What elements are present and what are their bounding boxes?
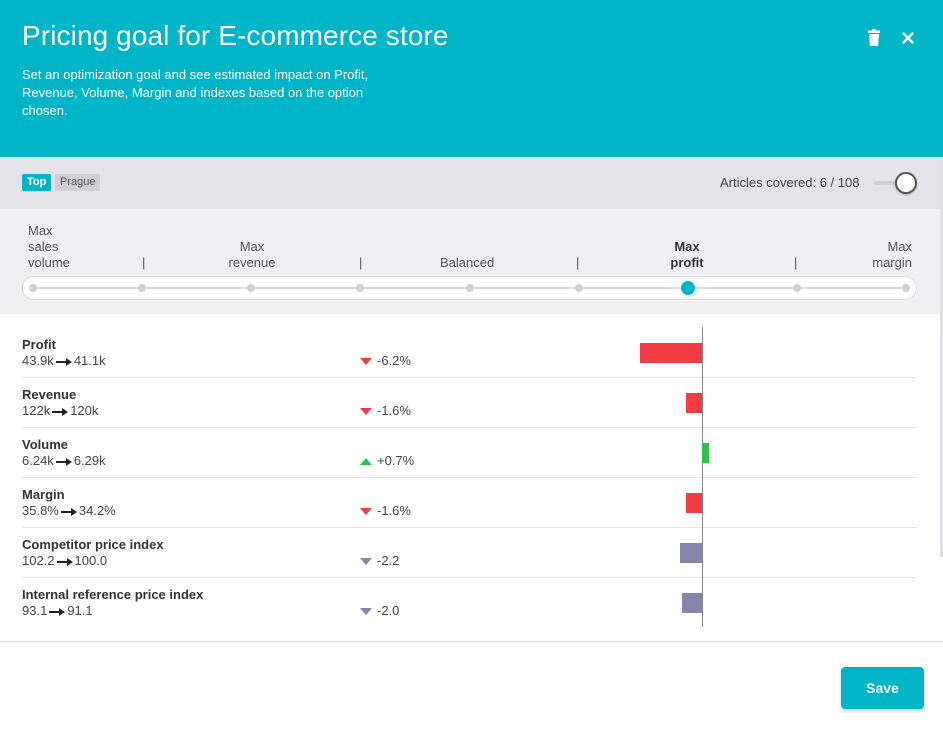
metric-from-value: 102.2 — [22, 553, 55, 568]
metric-name: Internal reference price index — [22, 587, 204, 602]
save-button[interactable]: Save — [841, 667, 924, 709]
impact-bar — [686, 493, 702, 513]
metric-row: Internal reference price index 93.1 91.1 -2… — [22, 578, 917, 628]
arrow-right-icon — [60, 507, 77, 516]
metric-from-value: 43.9k — [22, 353, 54, 368]
toggle-knob[interactable] — [895, 172, 917, 194]
triangle-down-icon — [360, 558, 372, 566]
metric-row: Margin 35.8% 34.2% -1.6% — [22, 478, 917, 528]
articles-covered-label: Articles covered: 6 / 108 — [720, 175, 860, 190]
slider-separator: | — [142, 255, 146, 270]
metric-from-value: 6.24k — [22, 453, 54, 468]
goal-option-max-profit[interactable]: Max profit — [670, 239, 704, 270]
metric-to-value: 6.29k — [73, 453, 106, 468]
metric-row: Revenue 122k 120k -1.6% — [22, 378, 917, 428]
slider-step-dot[interactable] — [902, 284, 910, 292]
metric-row: Volume 6.24k 6.29k +0.7% — [22, 428, 917, 478]
impact-bar — [682, 593, 702, 613]
tag-prague[interactable]: Prague — [55, 174, 101, 191]
triangle-up-icon — [360, 458, 372, 466]
slider-separator: | — [576, 255, 580, 270]
metric-change-value: -6.2% — [377, 353, 411, 368]
metric-row: Profit 43.9k 41.1k -6.2% — [22, 328, 917, 378]
goal-option-max-margin[interactable]: Max margin — [872, 239, 912, 270]
metric-change: -6.2% — [360, 353, 411, 368]
goal-slider[interactable] — [22, 276, 917, 300]
triangle-down-icon — [360, 358, 372, 366]
metric-from-value: 35.8% — [22, 503, 59, 518]
slider-handle[interactable] — [680, 281, 695, 295]
metric-change: -1.6% — [360, 503, 411, 518]
tag-top[interactable]: Top — [22, 174, 52, 191]
chart-zero-axis — [702, 327, 703, 627]
metric-change-value: +0.7% — [377, 453, 415, 468]
metric-change-value: -2.2 — [377, 553, 400, 568]
toggle-track — [874, 181, 908, 185]
slider-step-dot[interactable] — [465, 284, 474, 292]
slider-separator: | — [794, 255, 798, 270]
metric-values: 35.8% 34.2% — [22, 503, 116, 518]
goal-option-max-sales-volume[interactable]: Max sales volume — [28, 223, 70, 270]
goal-option-balanced[interactable]: Balanced — [440, 255, 495, 270]
slider-separator: | — [359, 255, 363, 270]
articles-toggle[interactable] — [874, 172, 920, 194]
impact-bar — [702, 443, 709, 463]
metric-name: Competitor price index — [22, 537, 164, 552]
goal-option-max-revenue[interactable]: Max revenue — [228, 239, 276, 270]
metric-name: Margin — [22, 487, 65, 502]
impact-bar — [686, 393, 702, 413]
slider-step-dot[interactable] — [792, 284, 801, 292]
metric-values: 43.9k 41.1k — [22, 353, 106, 368]
metric-change-value: -2.0 — [377, 603, 400, 618]
triangle-down-icon — [360, 408, 372, 416]
trash-icon[interactable] — [863, 27, 885, 49]
metric-name: Volume — [22, 437, 68, 452]
metric-to-value: 34.2% — [78, 503, 116, 518]
goal-slider-area: Max sales volume Max revenue Balanced Max pr… — [0, 209, 943, 314]
metric-to-value: 100.0 — [74, 553, 108, 568]
metric-values: 122k 120k — [22, 403, 98, 418]
slider-step-dot[interactable] — [247, 284, 256, 292]
slider-step-dot[interactable] — [356, 284, 365, 292]
metric-to-value: 41.1k — [73, 353, 106, 368]
dialog-description: Set an optimization goal and see estimat… — [22, 67, 369, 118]
arrow-right-icon — [52, 407, 69, 416]
slider-step-dot[interactable] — [29, 284, 37, 292]
metric-name: Revenue — [22, 387, 77, 402]
metric-change: -2.0 — [360, 603, 399, 618]
metric-change-value: -1.6% — [377, 403, 411, 418]
arrow-right-icon — [55, 457, 72, 466]
metric-to-value: 91.1 — [67, 603, 93, 618]
metric-from-value: 93.1 — [22, 603, 48, 618]
arrow-right-icon — [56, 557, 73, 566]
slider-step-dot[interactable] — [138, 284, 147, 292]
impact-bar — [680, 543, 702, 563]
metric-from-value: 122k — [22, 403, 51, 418]
metric-values: 6.24k 6.29k — [22, 453, 106, 468]
dialog-header: Pricing goal for E-commerce store Set an… — [0, 0, 943, 157]
metric-values: 93.1 91.1 — [22, 603, 93, 618]
arrow-right-icon — [49, 607, 66, 616]
metric-name: Profit — [22, 337, 56, 352]
metric-change-value: -1.6% — [377, 503, 411, 518]
arrow-right-icon — [55, 357, 72, 366]
impact-bar — [640, 343, 702, 363]
filter-bar: Top Prague Articles covered: 6 / 108 — [0, 157, 943, 209]
slider-step-dot[interactable] — [574, 284, 583, 292]
triangle-down-icon — [360, 608, 372, 616]
scrollbar[interactable] — [940, 157, 943, 557]
metric-change: -1.6% — [360, 403, 411, 418]
metric-values: 102.2 100.0 — [22, 553, 107, 568]
metrics-panel: Profit 43.9k 41.1k -6.2% Revenue 122k 120k -1.6… — [0, 314, 943, 642]
metric-change: +0.7% — [360, 453, 414, 468]
triangle-down-icon — [360, 508, 372, 516]
metric-to-value: 120k — [70, 403, 99, 418]
metric-row: Competitor price index 102.2 100.0 -2.2 — [22, 528, 917, 578]
dialog-title: Pricing goal for E-commerce store — [22, 20, 449, 51]
close-icon[interactable] — [897, 27, 919, 49]
metric-change: -2.2 — [360, 553, 399, 568]
